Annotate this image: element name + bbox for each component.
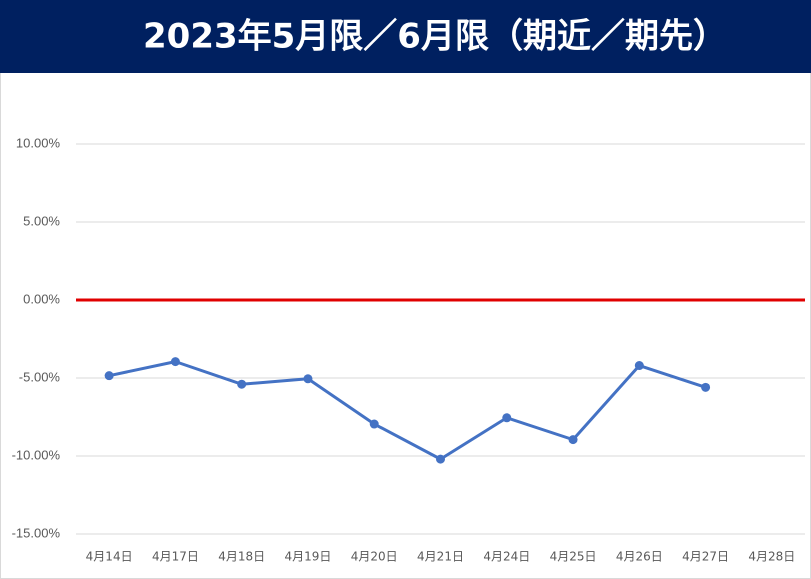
- y-tick-label: 5.00%: [23, 213, 60, 228]
- data-point: [634, 361, 644, 371]
- data-point: [303, 374, 313, 384]
- x-tick-label: 4月19日: [285, 550, 332, 564]
- x-tick-label: 4月20日: [351, 550, 398, 564]
- y-tick-label: -5.00%: [19, 369, 61, 384]
- y-tick-label: 10.00%: [16, 135, 61, 150]
- x-tick-label: 4月17日: [152, 550, 199, 564]
- x-tick-label: 4月24日: [483, 550, 530, 564]
- data-point: [436, 454, 445, 464]
- data-point: [701, 382, 711, 392]
- title-bar: [0, 0, 811, 73]
- x-tick-label: 4月21日: [417, 550, 464, 564]
- data-point: [237, 379, 247, 389]
- x-tick-label: 4月25日: [550, 550, 597, 564]
- y-tick-label: -10.00%: [12, 447, 61, 462]
- data-line: [108, 360, 707, 461]
- x-tick-label: 4月26日: [616, 550, 663, 564]
- x-tick-label: 4月14日: [86, 550, 133, 564]
- x-tick-label: 4月18日: [218, 550, 265, 564]
- y-tick-label: -15.00%: [12, 525, 61, 540]
- data-point: [502, 413, 512, 423]
- x-tick-label: 4月27日: [682, 550, 729, 564]
- x-tick-label: 4月28日: [748, 550, 795, 564]
- data-point: [104, 371, 114, 381]
- data-point: [369, 419, 379, 429]
- data-point: [170, 357, 180, 367]
- data-point: [568, 435, 578, 445]
- y-tick-label: 0.00%: [23, 291, 60, 306]
- chart-title: 2023年5月限／6月限（期近／期先）: [143, 17, 727, 57]
